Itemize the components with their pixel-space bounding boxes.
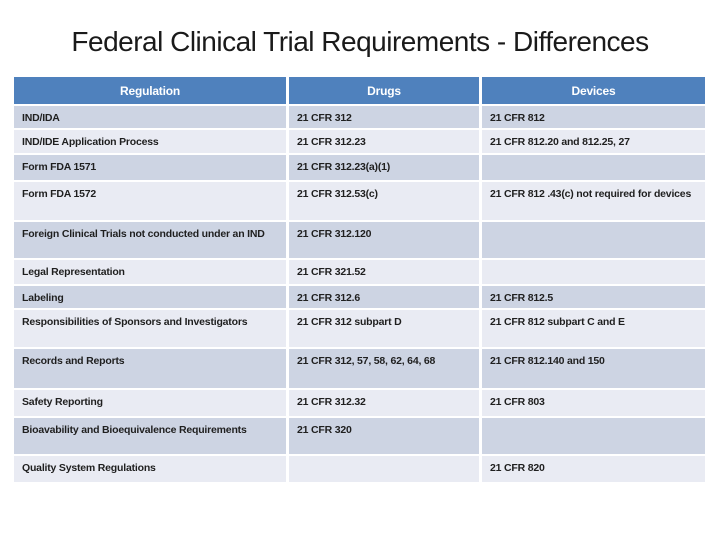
devices-cell: 21 CFR 812 .43(c) not required for devic… — [482, 182, 705, 221]
devices-cell: 21 CFR 812 — [482, 106, 705, 129]
regulation-cell: Labeling — [14, 286, 286, 309]
table-row: Form FDA 1571 21 CFR 312.23(a)(1) — [14, 155, 705, 181]
drugs-cell: 21 CFR 312.6 — [289, 286, 479, 309]
table-body: IND/IDA 21 CFR 312 21 CFR 812 IND/IDE Ap… — [14, 106, 705, 483]
devices-cell: 21 CFR 803 — [482, 390, 705, 417]
drugs-cell: 21 CFR 312.32 — [289, 390, 479, 417]
drugs-cell: 21 CFR 312 subpart D — [289, 310, 479, 348]
table-row: Foreign Clinical Trials not conducted un… — [14, 222, 705, 259]
regulation-cell: Form FDA 1572 — [14, 182, 286, 221]
column-header-devices: Devices — [482, 77, 705, 104]
requirements-table: Regulation Drugs Devices IND/IDA 21 CFR … — [11, 75, 708, 484]
table-row: Quality System Regulations 21 CFR 820 — [14, 456, 705, 483]
table-row: Responsibilities of Sponsors and Investi… — [14, 310, 705, 348]
regulation-cell: IND/IDA — [14, 106, 286, 129]
devices-cell: 21 CFR 820 — [482, 456, 705, 483]
drugs-cell: 21 CFR 312.23(a)(1) — [289, 155, 479, 181]
drugs-cell: 21 CFR 320 — [289, 418, 479, 455]
devices-cell — [482, 260, 705, 285]
drugs-cell: 21 CFR 312 — [289, 106, 479, 129]
column-header-drugs: Drugs — [289, 77, 479, 104]
regulation-cell: IND/IDE Application Process — [14, 130, 286, 154]
drugs-cell: 21 CFR 312.23 — [289, 130, 479, 154]
regulation-cell: Safety Reporting — [14, 390, 286, 417]
devices-cell — [482, 418, 705, 455]
regulation-cell: Bioavability and Bioequivalence Requirem… — [14, 418, 286, 455]
drugs-cell: 21 CFR 312.120 — [289, 222, 479, 259]
table-row: Safety Reporting 21 CFR 312.32 21 CFR 80… — [14, 390, 705, 417]
devices-cell — [482, 222, 705, 259]
devices-cell: 21 CFR 812 subpart C and E — [482, 310, 705, 348]
table-row: Bioavability and Bioequivalence Requirem… — [14, 418, 705, 455]
regulation-cell: Form FDA 1571 — [14, 155, 286, 181]
regulation-cell: Responsibilities of Sponsors and Investi… — [14, 310, 286, 348]
column-header-regulation: Regulation — [14, 77, 286, 104]
slide-title: Federal Clinical Trial Requirements - Di… — [71, 26, 649, 57]
devices-cell: 21 CFR 812.20 and 812.25, 27 — [482, 130, 705, 154]
table-row: Records and Reports 21 CFR 312, 57, 58, … — [14, 349, 705, 389]
regulation-cell: Foreign Clinical Trials not conducted un… — [14, 222, 286, 259]
table-row: IND/IDA 21 CFR 312 21 CFR 812 — [14, 106, 705, 129]
table-row: Form FDA 1572 21 CFR 312.53(c) 21 CFR 81… — [14, 182, 705, 221]
devices-cell — [482, 155, 705, 181]
regulation-cell: Quality System Regulations — [14, 456, 286, 483]
devices-cell: 21 CFR 812.140 and 150 — [482, 349, 705, 389]
table-row: IND/IDE Application Process 21 CFR 312.2… — [14, 130, 705, 154]
regulation-cell: Records and Reports — [14, 349, 286, 389]
table-row: Legal Representation 21 CFR 321.52 — [14, 260, 705, 285]
drugs-cell: 21 CFR 321.52 — [289, 260, 479, 285]
drugs-cell: 21 CFR 312.53(c) — [289, 182, 479, 221]
regulation-cell: Legal Representation — [14, 260, 286, 285]
table-row: Labeling 21 CFR 312.6 21 CFR 812.5 — [14, 286, 705, 309]
drugs-cell — [289, 456, 479, 483]
table-header-row: Regulation Drugs Devices — [14, 77, 705, 104]
devices-cell: 21 CFR 812.5 — [482, 286, 705, 309]
drugs-cell: 21 CFR 312, 57, 58, 62, 64, 68 — [289, 349, 479, 389]
